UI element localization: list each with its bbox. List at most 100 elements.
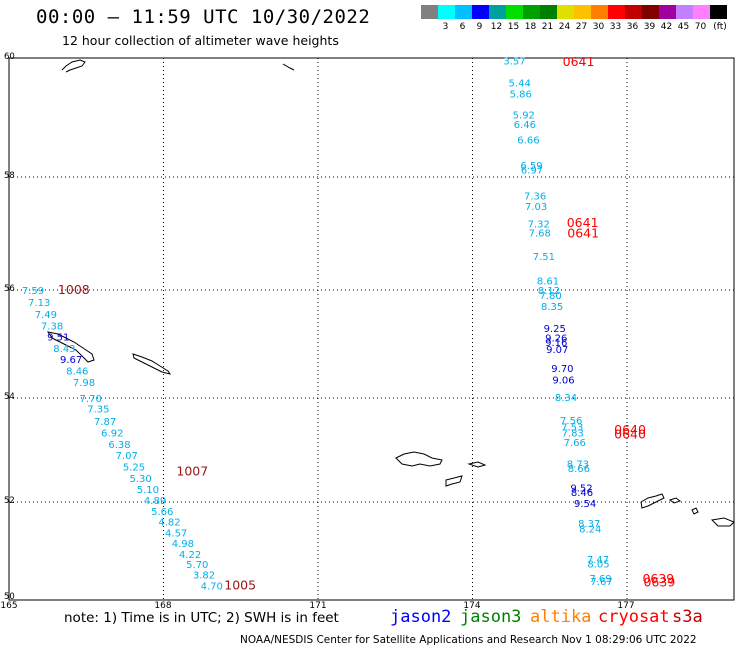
page-subtitle: 12 hour collection of altimeter wave hei… <box>62 33 339 48</box>
wave-height-value: 7.69 <box>589 574 611 585</box>
wave-height-value: 4.98 <box>172 539 194 550</box>
wave-height-value: 6.97 <box>521 165 543 176</box>
wave-height-value: 5.92 <box>513 111 535 122</box>
satellite-s3a-label: s3a <box>672 607 703 627</box>
wave-height-value: 8.66 <box>568 464 590 475</box>
wave-height-value: 9.70 <box>551 364 573 375</box>
legend-swatch <box>642 5 659 19</box>
wave-height-value: 7.83 <box>562 428 584 439</box>
legend-label: 33 <box>609 22 622 32</box>
legend-swatch <box>710 5 727 19</box>
wave-height-value: 7.66 <box>564 438 586 449</box>
wave-height-value: 8.05 <box>587 560 609 571</box>
wave-height-value: 7.67 <box>590 577 612 588</box>
satellite-cryosat-label: cryosat <box>598 607 670 627</box>
wave-height-value: 3.57 <box>503 56 525 67</box>
legend-swatch <box>472 5 489 19</box>
legend-label: 30 <box>592 22 605 32</box>
wave-height-value: 7.32 <box>528 219 550 230</box>
legend-swatch <box>591 5 608 19</box>
legend-swatch <box>523 5 540 19</box>
wave-height-value: 6.59 <box>520 161 542 172</box>
legend-swatch <box>506 5 523 19</box>
wave-height-value: 9.54 <box>574 499 596 510</box>
wave-height-value: 5.86 <box>510 90 532 101</box>
lat-label: 56 <box>4 284 15 294</box>
wave-height-value: 7.47 <box>587 555 609 566</box>
legend-label: 27 <box>575 22 588 32</box>
satellite-jason2-label: jason2 <box>390 607 452 627</box>
lon-label: 165 <box>0 601 18 611</box>
wave-height-value: 6.38 <box>108 440 130 451</box>
wave-height-value: 7.80 <box>539 291 561 302</box>
wave-height-value: 9.07 <box>546 345 568 356</box>
lat-label: 54 <box>4 392 15 402</box>
wave-height-value: 4.22 <box>179 550 201 561</box>
wave-height-value: 7.87 <box>94 417 116 428</box>
observation-time: 1008 <box>58 282 90 297</box>
legend-label: 15 <box>507 22 520 32</box>
graticule <box>9 57 734 601</box>
coast-fragment <box>282 63 295 71</box>
buldir-island <box>467 461 487 468</box>
rat-islands-a <box>445 475 463 487</box>
wave-height-value: 8.34 <box>555 393 577 404</box>
wave-height-value: 5.30 <box>130 474 152 485</box>
observation-time: 0640 <box>614 426 646 441</box>
wave-height-value: 4.70 <box>201 581 223 592</box>
legend-swatch <box>421 5 438 19</box>
legend-label: 42 <box>660 22 673 32</box>
wave-height-value: 7.59 <box>22 286 44 297</box>
wave-height-value: 5.44 <box>509 78 531 89</box>
medny-island <box>132 353 172 375</box>
legend-swatch <box>438 5 455 19</box>
wave-height-value: 8.46 <box>66 366 88 377</box>
lon-label: 177 <box>617 601 635 611</box>
andreanof-a <box>640 493 665 509</box>
wave-height-value: 5.25 <box>123 463 145 474</box>
wave-height-value: 5.10 <box>137 485 159 496</box>
wave-height-value: 8.37 <box>578 519 600 530</box>
observation-time: 0641 <box>567 226 599 241</box>
lon-label: 168 <box>154 601 172 611</box>
lat-label: 58 <box>4 171 15 181</box>
legend-swatch <box>608 5 625 19</box>
legend-swatch <box>693 5 710 19</box>
andreanof-c <box>691 507 699 515</box>
andreanof-d <box>710 517 735 527</box>
legend-label: 39 <box>643 22 656 32</box>
wave-height-value: 8.12 <box>538 286 560 297</box>
legend-swatch <box>455 5 472 19</box>
wave-height-value: 7.68 <box>529 228 551 239</box>
legend-swatch <box>574 5 591 19</box>
wave-height-value: 9.52 <box>570 483 592 494</box>
lat-label: 50 <box>4 592 15 602</box>
satellite-jason3-label: jason3 <box>460 607 522 627</box>
wave-height-value: 9.06 <box>552 376 574 387</box>
wave-height-value: 9.25 <box>544 324 566 335</box>
near-islands <box>395 451 443 467</box>
lat-label: 52 <box>4 496 15 506</box>
wave-height-value: 8.35 <box>541 302 563 313</box>
lat-label: 60 <box>4 52 15 62</box>
wave-height-value: 9.51 <box>47 332 69 343</box>
wave-height-value: 4.89 <box>144 496 166 507</box>
legend-label: 36 <box>626 22 639 32</box>
wave-height-value: 9.16 <box>545 338 567 349</box>
wave-height-value: 7.36 <box>524 192 546 203</box>
wave-height-value: 4.82 <box>158 518 180 529</box>
wave-height-value: 8.24 <box>579 524 601 535</box>
observation-time: 1007 <box>176 463 208 478</box>
legend-swatch <box>489 5 506 19</box>
legend-label: 21 <box>541 22 554 32</box>
wave-height-value: 9.67 <box>60 355 82 366</box>
wave-height-value: 8.43 <box>53 344 75 355</box>
satellite-altika-label: altika <box>530 607 592 627</box>
legend-label: 24 <box>558 22 571 32</box>
observation-time: 0641 <box>567 215 599 230</box>
wave-height-value: 7.03 <box>525 202 547 213</box>
andreanof-b <box>668 497 682 504</box>
observation-time: 0639 <box>643 574 675 589</box>
wave-height-value: 7.70 <box>80 394 102 405</box>
legend-label: 12 <box>490 22 503 32</box>
